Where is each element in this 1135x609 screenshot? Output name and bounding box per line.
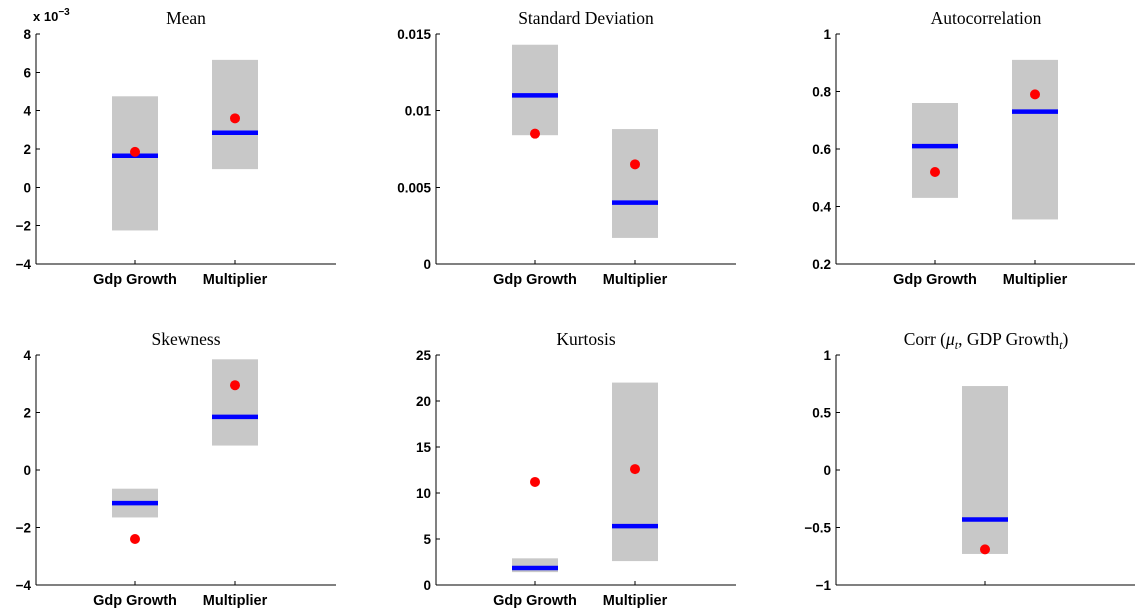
y-tick-label: −2 — [16, 521, 31, 536]
y-tick-label: 25 — [416, 348, 432, 363]
data-point — [130, 534, 140, 544]
y-tick-label: 4 — [23, 104, 31, 119]
x-tick-label: Gdp Growth — [493, 272, 577, 288]
x-tick-label: Gdp Growth — [93, 272, 177, 288]
y-tick-label: 0.8 — [812, 85, 831, 100]
chart-panel-3: 0.2 0.4 0.6 0.8 1 Gdp Growth Multiplier Autocor… — [812, 8, 1135, 288]
data-point — [530, 128, 540, 139]
y-tick-label: 0.01 — [405, 104, 432, 119]
x-tick-label: Gdp Growth — [93, 593, 177, 609]
data-point — [230, 113, 240, 124]
y-tick-label: 5 — [423, 532, 431, 547]
y-tick-label: 2 — [23, 142, 31, 157]
chart-panel-6: −1 −0.5 0 0.5 1 Corr (μt, GDP Growtht) — [804, 329, 1135, 593]
chart-title: Standard Deviation — [518, 8, 654, 28]
y-tick-label: −4 — [16, 578, 32, 593]
y-tick-label: 2 — [23, 406, 31, 421]
chart-title: Skewness — [151, 329, 220, 349]
y-tick-label: 0 — [423, 257, 431, 272]
axis-exponent-label: x 10−3 — [33, 7, 70, 24]
y-tick-label: 1 — [823, 348, 831, 363]
data-point — [930, 167, 940, 177]
y-tick-label: 6 — [23, 65, 31, 80]
y-tick-label: 0.2 — [812, 257, 831, 272]
chart-title: Corr (μt, GDP Growtht) — [904, 329, 1069, 352]
y-tick-label: −1 — [816, 578, 832, 593]
y-tick-label: 1 — [823, 27, 831, 42]
y-tick-label: 0 — [23, 463, 31, 478]
x-tick-label: Multiplier — [203, 272, 268, 288]
chart-panel-5: 0 5 10 15 20 25 Gdp Growth Multiplier Kurtosis — [416, 329, 736, 609]
data-point — [130, 146, 140, 157]
range-band — [512, 44, 558, 136]
range-band — [912, 103, 958, 198]
y-tick-label: −0.5 — [804, 521, 831, 536]
chart-panel-4: −4 −2 0 2 4 Gdp Growth Multiplier Skewness — [16, 329, 336, 609]
y-tick-label: 8 — [23, 27, 31, 42]
y-tick-label: 0 — [23, 180, 31, 195]
x-tick-label: Multiplier — [603, 593, 668, 609]
chart-panel-2: 0 0.005 0.01 0.015 Gdp Growth Multiplier Stand… — [397, 8, 736, 288]
x-tick-label: Gdp Growth — [893, 272, 977, 288]
y-tick-label: 0 — [823, 463, 831, 478]
x-tick-label: Multiplier — [603, 272, 668, 288]
data-point — [1030, 89, 1040, 100]
x-tick-label: Multiplier — [203, 593, 268, 609]
range-band — [962, 386, 1008, 554]
y-tick-label: 0.6 — [812, 142, 831, 157]
chart-panel-1: −4 −2 0 2 4 6 8 Gdp Growth Multiplier x 10−3 Mean — [16, 7, 336, 288]
range-band — [612, 129, 658, 238]
data-point — [530, 476, 540, 487]
x-tick-label: Gdp Growth — [493, 593, 577, 609]
range-band — [212, 359, 258, 446]
y-tick-label: 10 — [416, 486, 431, 501]
chart-title: Autocorrelation — [931, 8, 1042, 28]
y-tick-label: 0.5 — [812, 406, 831, 421]
y-tick-label: −4 — [16, 257, 32, 272]
y-tick-label: −2 — [16, 219, 31, 234]
data-point — [230, 380, 240, 391]
range-band — [1012, 59, 1058, 220]
range-band — [112, 96, 158, 231]
y-tick-label: 15 — [416, 440, 432, 455]
data-point — [630, 464, 640, 475]
x-tick-label: Multiplier — [1003, 272, 1068, 288]
chart-title: Mean — [166, 8, 206, 28]
y-tick-label: 4 — [23, 348, 31, 363]
y-tick-label: 0.005 — [397, 180, 431, 195]
y-tick-label: 0 — [423, 578, 431, 593]
y-tick-label: 20 — [416, 394, 431, 409]
y-tick-label: 0.015 — [397, 27, 431, 42]
data-point — [980, 544, 990, 555]
data-point — [630, 159, 640, 170]
y-tick-label: 0.4 — [812, 200, 831, 215]
chart-title: Kurtosis — [556, 329, 616, 349]
